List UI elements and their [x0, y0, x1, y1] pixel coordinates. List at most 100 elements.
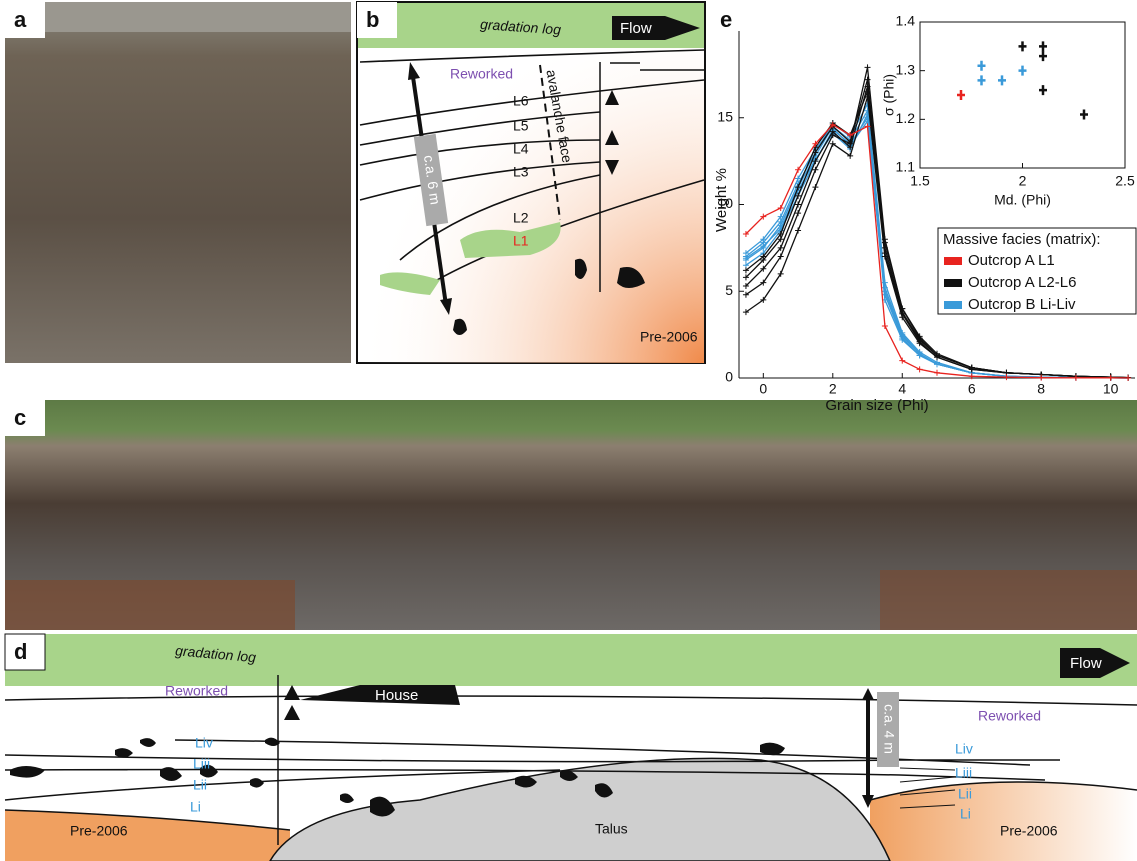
house-label: House: [375, 687, 418, 704]
layer-label: Liii: [955, 765, 972, 781]
log-title: gradation log: [480, 16, 562, 38]
y-tick-label: 10: [717, 195, 733, 211]
point: [1018, 41, 1027, 52]
layer-label: Li: [960, 806, 971, 822]
label-box: [712, 2, 752, 38]
layer-label: L4: [513, 141, 529, 157]
chart-e: 0 5 10 15 0 2 4 6 8 10 Grain size (Phi) Weight % Mas…: [713, 13, 1137, 414]
y-tick-label: 0: [725, 369, 733, 385]
pre-2006-right: [870, 782, 1137, 861]
label-box: [4, 633, 46, 671]
x-tick-label: 6: [968, 381, 976, 397]
point: [1039, 41, 1047, 52]
layer-label: Lii: [193, 777, 207, 793]
layer-label: L5: [513, 118, 529, 134]
x-tick-label: 2.5: [1115, 173, 1135, 189]
y-tick-label: 1.3: [896, 61, 916, 77]
point: [977, 60, 986, 71]
base-label: Pre-2006: [640, 329, 698, 345]
point: [1080, 109, 1088, 120]
avalanche-line: [539, 64, 561, 221]
layer-label: L3: [513, 164, 529, 180]
panel-label: c: [14, 405, 26, 430]
layer-label: Liv: [955, 741, 973, 757]
flow-label: Flow: [1070, 655, 1102, 672]
legend-box: [937, 227, 1137, 315]
layer-label: Liii: [193, 756, 210, 772]
thickness-box: [877, 692, 899, 767]
curve: [745, 123, 1129, 379]
layer-label: L6: [513, 93, 529, 109]
y-tick-label: 1.4: [896, 13, 916, 29]
layer-label: L1: [513, 233, 529, 249]
flow-label: Flow: [620, 20, 652, 37]
thickness-label: c.a. 4 m: [881, 704, 897, 754]
panel-label: e: [720, 7, 732, 32]
label-box: [5, 400, 45, 436]
flow-arrow: [612, 16, 700, 40]
point: [977, 75, 986, 86]
y-axis-title: σ (Phi): [881, 74, 897, 116]
log-title: gradation log: [175, 642, 257, 665]
legend-swatch: [944, 301, 962, 309]
log-band: [5, 634, 1137, 686]
photo-a: [5, 2, 351, 363]
layer-lines: [4, 695, 1137, 831]
point: [998, 75, 1006, 86]
pre-2006-outcrop: [5, 580, 295, 630]
y-tick-label: 5: [725, 282, 733, 298]
point: [1039, 51, 1047, 62]
y-axis-title: Weight %: [713, 168, 730, 232]
pre-2006-fill: [358, 3, 704, 363]
green-lenses: [380, 222, 561, 295]
x-tick-label: 1.5: [910, 173, 930, 189]
x-tick-label: 4: [898, 381, 906, 397]
legend-swatch: [944, 279, 962, 287]
talus-label: Talus: [595, 821, 628, 837]
base-label: Pre-2006: [1000, 823, 1058, 839]
x-axis-title: Grain size (Phi): [825, 397, 928, 414]
y-tick-label: 1.2: [896, 110, 916, 126]
pre-2006-outcrop: [880, 570, 1137, 630]
y-tick-label: 15: [717, 108, 733, 124]
panel-label: d: [14, 639, 27, 664]
thickness-label: c.a. 6 m: [421, 154, 444, 206]
curve: [745, 91, 1129, 379]
label-box: [5, 2, 45, 38]
point: [1018, 65, 1027, 76]
clasts: [10, 737, 785, 817]
point: [1039, 85, 1047, 96]
x-tick-label: 8: [1037, 381, 1045, 397]
point: [957, 90, 965, 100]
base-label: Pre-2006: [70, 823, 128, 839]
layer-label: Li: [190, 799, 201, 815]
talus: [269, 757, 891, 861]
gradation-arrows: [284, 685, 300, 720]
x-tick-label: 0: [759, 381, 767, 397]
y-tick-label: 1.1: [896, 159, 916, 175]
pointer-lines: [899, 767, 956, 809]
house-arrow: [300, 685, 460, 705]
reworked-label: Reworked: [978, 708, 1041, 724]
layer-label: Liv: [195, 735, 213, 751]
legend-label: Outcrop A L2-L6: [968, 274, 1076, 291]
layer-label: Lii: [958, 786, 972, 802]
legend-title: Massive facies (matrix):: [943, 231, 1101, 248]
label-box: [357, 2, 397, 38]
arrow-heads: [862, 688, 874, 808]
legend-label: Outcrop A L1: [968, 252, 1055, 269]
reworked-label: Reworked: [165, 683, 228, 699]
pre-2006-left: [5, 810, 290, 861]
legend-label: Outcrop B Li-Liv: [968, 296, 1076, 313]
x-tick-label: 2: [1019, 173, 1027, 189]
legend-swatch: [944, 257, 962, 265]
road: [5, 2, 351, 32]
panel-label: a: [14, 7, 27, 32]
panel-label: b: [366, 7, 379, 32]
thickness-box: [413, 133, 449, 227]
gradation-arrows: [605, 90, 619, 175]
reworked-label: Reworked: [450, 66, 513, 82]
flow-arrow: [1060, 648, 1130, 678]
x-tick-label: 10: [1103, 381, 1119, 397]
